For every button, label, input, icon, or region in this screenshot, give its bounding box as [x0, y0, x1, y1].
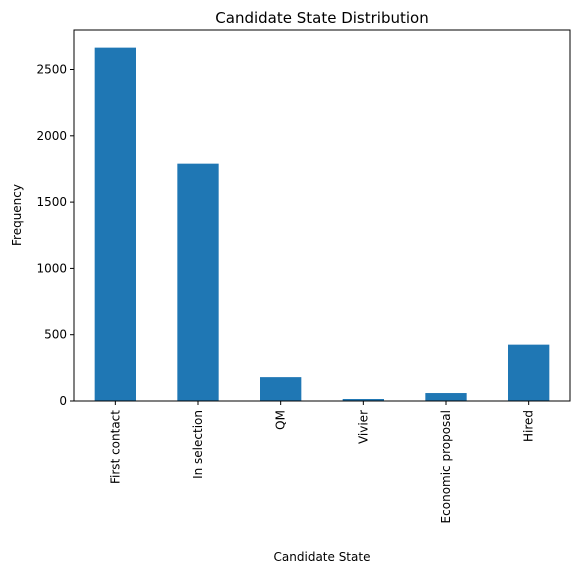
- y-tick-label: 500: [44, 328, 67, 342]
- x-tick-label: In selection: [191, 410, 205, 479]
- bar-in-selection: [177, 163, 219, 401]
- y-tick-label: 1000: [36, 261, 67, 275]
- y-tick-label: 0: [59, 394, 67, 408]
- x-tick-label: First contact: [108, 410, 122, 484]
- bars-group: [94, 47, 550, 401]
- bar-hired: [508, 344, 550, 401]
- x-tick-label: Vivier: [356, 410, 370, 444]
- y-tick-label: 1500: [36, 195, 67, 209]
- y-axis-label: Frequency: [10, 184, 24, 246]
- chart-title: Candidate State Distribution: [215, 9, 428, 27]
- y-tick-label: 2000: [36, 129, 67, 143]
- y-axis: 0 500 1000 1500 2000 2500: [36, 63, 74, 408]
- x-axis-label: Candidate State: [274, 550, 371, 564]
- bar-qm: [260, 377, 302, 401]
- x-tick-label: Hired: [522, 410, 536, 442]
- plot-frame: [73, 29, 571, 402]
- bar-first-contact: [94, 47, 136, 401]
- y-tick-label: 2500: [36, 63, 67, 77]
- bar-economic-proposal: [425, 393, 467, 401]
- x-axis: First contact In selection QM Vivier Economi…: [108, 401, 536, 523]
- x-tick-label: Economic proposal: [439, 410, 453, 523]
- bar-vivier: [342, 399, 384, 401]
- x-tick-label: QM: [274, 410, 288, 430]
